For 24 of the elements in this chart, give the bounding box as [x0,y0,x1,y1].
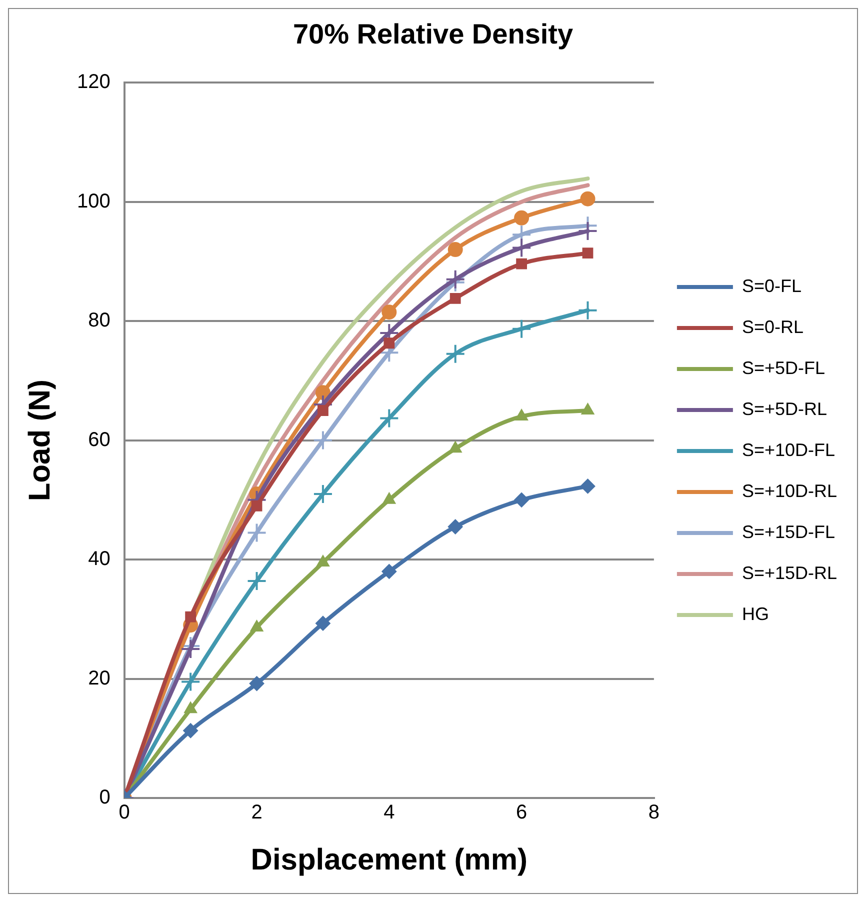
y-tick-label: 0 [99,786,110,809]
legend-label: S=0-FL [742,276,802,296]
legend-label: S=+5D-RL [742,398,827,419]
legend-label: S=+5D-FL [742,358,825,378]
y-tick-label: 60 [88,428,110,451]
x-tick-label: 0 [118,802,130,824]
legend-label: HG [742,604,769,624]
legend-label: S=+15D-FL [742,522,836,542]
x-axis-title: Displacement (mm) [250,843,528,876]
chart-title: 70% Relative Density [292,18,574,50]
x-tick-label: 8 [648,802,660,824]
x-tick-label: 4 [384,802,395,824]
legend-label: S=+10D-RL [742,480,838,501]
y-tick-label: 40 [88,548,110,570]
y-axis-title: Load (N) [23,379,56,502]
x-tick-label: 6 [516,802,528,824]
legend-label: S=0-RL [742,316,804,337]
x-tick-label: 2 [251,802,262,824]
legend-label: S=+10D-FL [742,440,836,460]
y-tick-label: 100 [76,190,110,212]
y-tick-label: 80 [88,310,110,332]
legend-label: S=+15D-RL [742,562,838,583]
y-tick-label: 120 [76,71,110,94]
y-tick-label: 20 [88,667,110,690]
